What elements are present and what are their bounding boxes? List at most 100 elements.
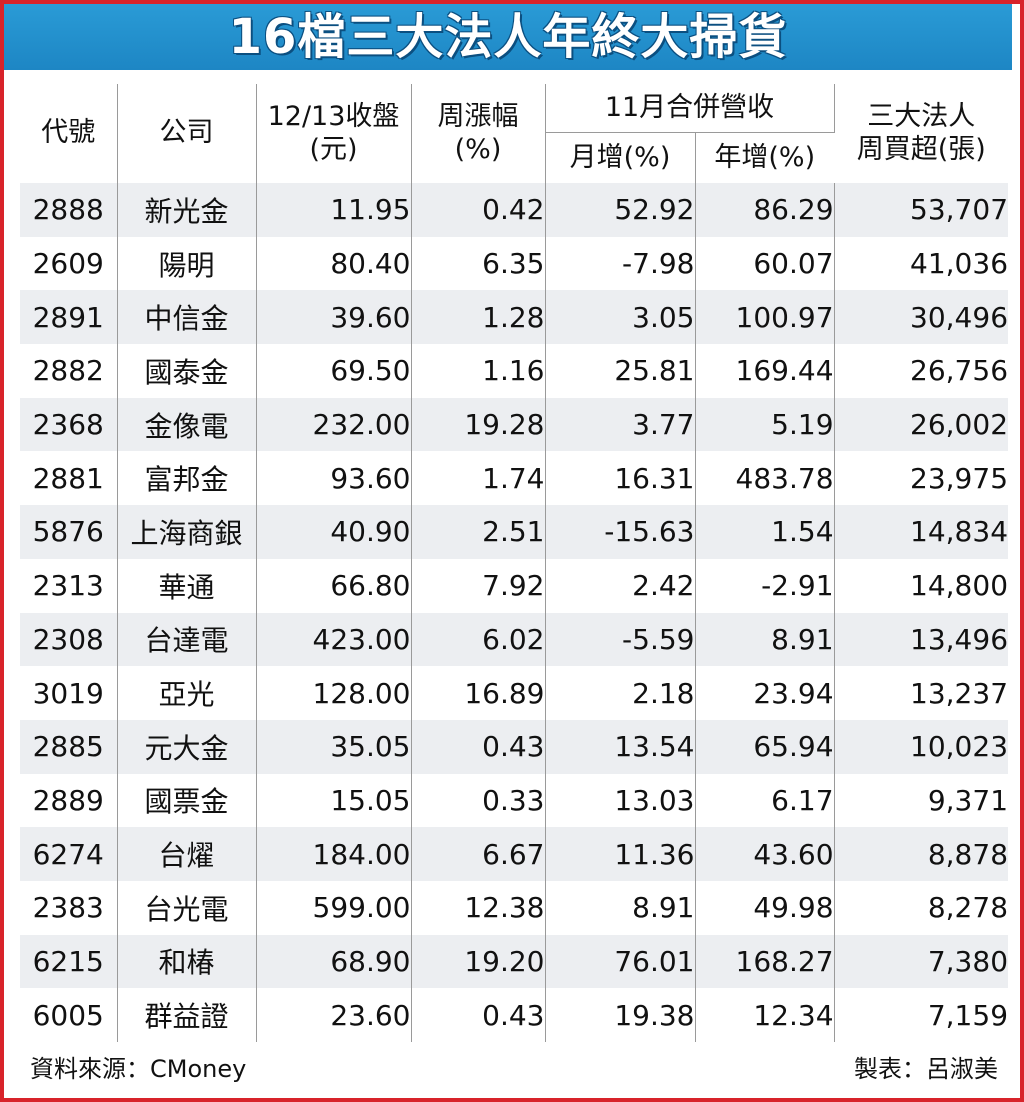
cell-company: 和椿 xyxy=(117,934,257,989)
cell-close: 68.90 xyxy=(256,934,412,989)
cell-weekly: 6.67 xyxy=(411,827,546,881)
table-row: 2308 台達電 423.00 6.02 -5.59 8.91 13,496 xyxy=(20,612,1009,667)
cell-close: 23.60 xyxy=(256,988,412,1042)
cell-weekly: 6.02 xyxy=(411,612,546,667)
cell-close: 11.95 xyxy=(256,183,412,237)
header-close-line2: (元) xyxy=(309,133,358,165)
cell-close: 15.05 xyxy=(256,773,412,828)
credit-note: 製表：呂淑美 xyxy=(854,1054,998,1083)
cell-mom: 52.92 xyxy=(545,183,696,237)
cell-yoy: 86.29 xyxy=(695,183,835,237)
cell-company: 上海商銀 xyxy=(117,505,257,559)
cell-company: 亞光 xyxy=(117,666,257,720)
table-row: 2383 台光電 599.00 12.38 8.91 49.98 8,278 xyxy=(20,880,1009,935)
cell-company: 新光金 xyxy=(117,183,257,237)
cell-weekly: 19.20 xyxy=(411,934,546,989)
cell-yoy: 483.78 xyxy=(695,451,835,506)
cell-net-buy: 26,756 xyxy=(834,344,1009,398)
table-row: 2888 新光金 11.95 0.42 52.92 86.29 53,707 xyxy=(20,183,1009,237)
cell-net-buy: 10,023 xyxy=(834,719,1009,774)
cell-close: 80.40 xyxy=(256,236,412,291)
cell-close: 423.00 xyxy=(256,612,412,667)
cell-company: 台達電 xyxy=(117,612,257,667)
cell-net-buy: 14,800 xyxy=(834,558,1009,613)
header-close-line1: 12/13收盤 xyxy=(267,101,400,133)
cell-close: 69.50 xyxy=(256,344,412,398)
table-row: 5876 上海商銀 40.90 2.51 -15.63 1.54 14,834 xyxy=(20,505,1009,559)
cell-weekly: 2.51 xyxy=(411,505,546,559)
table-row: 2889 國票金 15.05 0.33 13.03 6.17 9,371 xyxy=(20,773,1009,828)
page-title: 16檔三大法人年終大掃貨 xyxy=(228,9,788,65)
cell-close: 128.00 xyxy=(256,666,412,720)
header-company: 公司 xyxy=(117,84,257,183)
cell-code: 2383 xyxy=(20,880,118,935)
header-code: 代號 xyxy=(20,84,118,183)
cell-yoy: 65.94 xyxy=(695,719,835,774)
cell-net-buy: 9,371 xyxy=(834,773,1009,828)
cell-code: 2889 xyxy=(20,773,118,828)
cell-code: 6005 xyxy=(20,988,118,1042)
table-row: 2368 金像電 232.00 19.28 3.77 5.19 26,002 xyxy=(20,397,1009,452)
header-mom: 月增(%) xyxy=(545,132,696,183)
header-weekly-line1: 周漲幅 xyxy=(437,101,519,133)
cell-mom: 3.77 xyxy=(545,397,696,452)
cell-weekly: 6.35 xyxy=(411,236,546,291)
stock-table: 代號 公司 12/13收盤 (元) 周漲幅 (%) 11月合併營收 三大法人 周… xyxy=(20,84,1009,1042)
cell-weekly: 1.16 xyxy=(411,344,546,398)
cell-net-buy: 7,159 xyxy=(834,988,1009,1042)
cell-weekly: 0.33 xyxy=(411,773,546,828)
cell-mom: 3.05 xyxy=(545,290,696,345)
cell-weekly: 0.43 xyxy=(411,988,546,1042)
header-close: 12/13收盤 (元) xyxy=(256,84,412,183)
cell-company: 陽明 xyxy=(117,236,257,291)
header-revenue-group: 11月合併營收 xyxy=(545,84,835,133)
cell-mom: 2.42 xyxy=(545,558,696,613)
table-row: 2891 中信金 39.60 1.28 3.05 100.97 30,496 xyxy=(20,290,1009,345)
cell-close: 184.00 xyxy=(256,827,412,881)
cell-code: 6215 xyxy=(20,934,118,989)
cell-weekly: 19.28 xyxy=(411,397,546,452)
cell-close: 39.60 xyxy=(256,290,412,345)
cell-company: 國票金 xyxy=(117,773,257,828)
cell-mom: 8.91 xyxy=(545,880,696,935)
cell-code: 2885 xyxy=(20,719,118,774)
cell-company: 金像電 xyxy=(117,397,257,452)
cell-weekly: 1.74 xyxy=(411,451,546,506)
table-row: 3019 亞光 128.00 16.89 2.18 23.94 13,237 xyxy=(20,666,1009,720)
cell-weekly: 16.89 xyxy=(411,666,546,720)
cell-company: 群益證 xyxy=(117,988,257,1042)
title-bar: 16檔三大法人年終大掃貨 xyxy=(4,4,1012,70)
cell-code: 2313 xyxy=(20,558,118,613)
cell-net-buy: 8,878 xyxy=(834,827,1009,881)
cell-yoy: 168.27 xyxy=(695,934,835,989)
header-yoy: 年增(%) xyxy=(695,132,835,183)
cell-code: 2888 xyxy=(20,183,118,237)
cell-weekly: 0.43 xyxy=(411,719,546,774)
cell-net-buy: 30,496 xyxy=(834,290,1009,345)
cell-net-buy: 8,278 xyxy=(834,880,1009,935)
cell-net-buy: 14,834 xyxy=(834,505,1009,559)
cell-company: 元大金 xyxy=(117,719,257,774)
cell-close: 599.00 xyxy=(256,880,412,935)
cell-code: 6274 xyxy=(20,827,118,881)
table-header: 代號 公司 12/13收盤 (元) 周漲幅 (%) 11月合併營收 三大法人 周… xyxy=(20,84,1009,183)
table-row: 2609 陽明 80.40 6.35 -7.98 60.07 41,036 xyxy=(20,236,1009,291)
cell-close: 35.05 xyxy=(256,719,412,774)
header-inst-line2: 周買超(張) xyxy=(856,133,986,165)
cell-company: 台光電 xyxy=(117,880,257,935)
table-row: 2885 元大金 35.05 0.43 13.54 65.94 10,023 xyxy=(20,719,1009,774)
cell-close: 232.00 xyxy=(256,397,412,452)
cell-code: 2308 xyxy=(20,612,118,667)
cell-yoy: 43.60 xyxy=(695,827,835,881)
cell-net-buy: 26,002 xyxy=(834,397,1009,452)
cell-close: 66.80 xyxy=(256,558,412,613)
table-row: 2313 華通 66.80 7.92 2.42 -2.91 14,800 xyxy=(20,558,1009,613)
source-note: 資料來源：CMoney xyxy=(30,1054,247,1083)
cell-mom: 11.36 xyxy=(545,827,696,881)
cell-mom: 2.18 xyxy=(545,666,696,720)
header-weekly: 周漲幅 (%) xyxy=(411,84,546,183)
cell-mom: 76.01 xyxy=(545,934,696,989)
cell-net-buy: 13,496 xyxy=(834,612,1009,667)
table-body: 2888 新光金 11.95 0.42 52.92 86.29 53,707 2609 陽明 80… xyxy=(20,183,1009,1042)
table-row: 2882 國泰金 69.50 1.16 25.81 169.44 26,756 xyxy=(20,344,1009,398)
